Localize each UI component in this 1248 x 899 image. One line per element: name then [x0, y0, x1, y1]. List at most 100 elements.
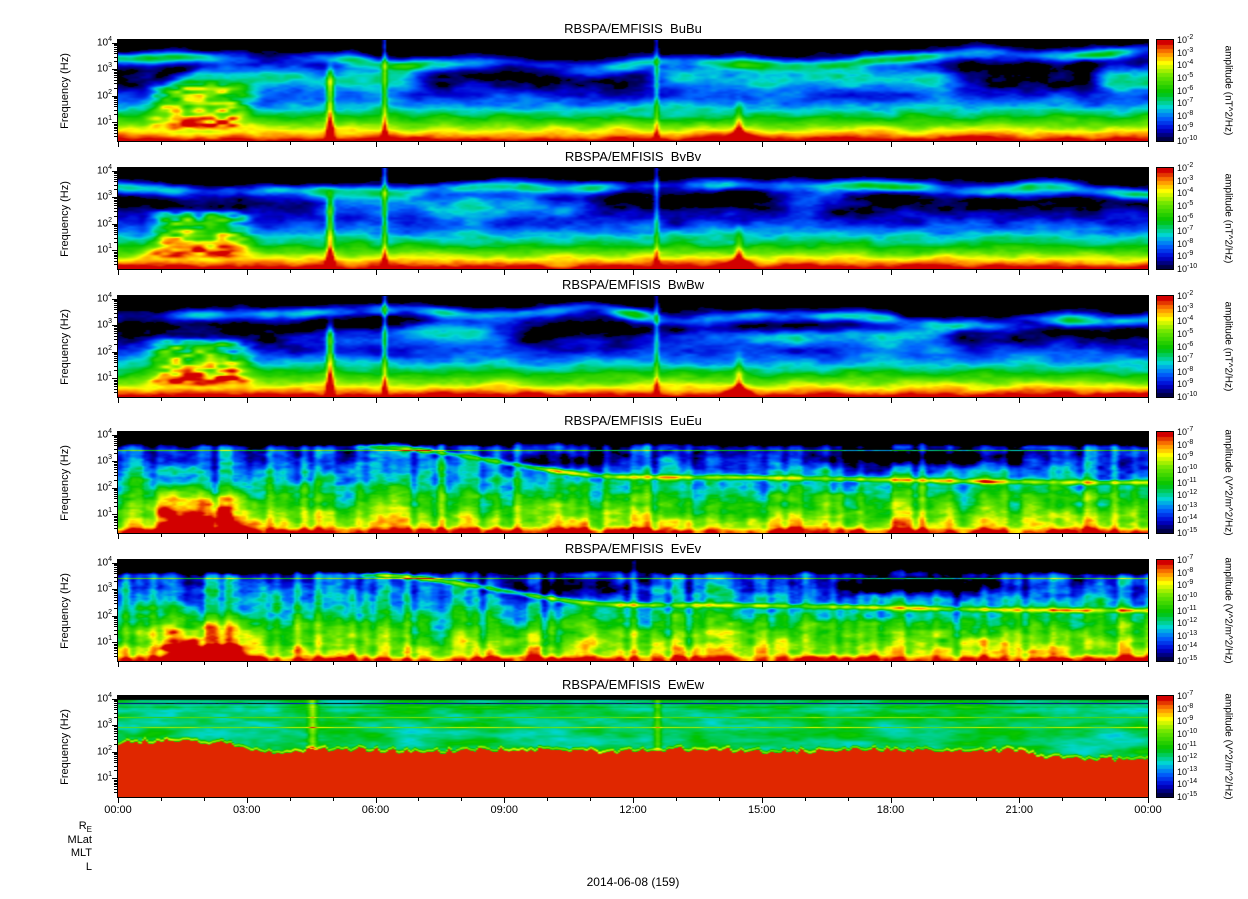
y-minor-tick	[114, 517, 117, 518]
y-minor-tick	[114, 736, 117, 737]
y-minor-tick	[114, 462, 117, 463]
x-major-tick	[376, 398, 377, 403]
y-tick-label: 101	[96, 371, 112, 384]
colorbar-label: amplitude (nT^2/Hz)	[1222, 45, 1234, 135]
colorbar-tick-label: 10-10	[1177, 135, 1198, 146]
x-minor-tick	[418, 798, 419, 801]
y-minor-tick	[114, 53, 117, 54]
colorbar-tick-label: 10-12	[1177, 617, 1198, 628]
y-minor-tick	[114, 709, 117, 710]
orbit-parameter-label: RE	[78, 820, 92, 835]
y-minor-tick	[114, 128, 117, 129]
y-minor-tick	[114, 381, 117, 382]
y-minor-tick	[114, 104, 117, 105]
y-minor-tick	[114, 443, 117, 444]
x-minor-tick	[204, 662, 205, 665]
y-minor-tick	[114, 490, 117, 491]
orbit-parameter-label: L	[85, 860, 92, 873]
y-major-tick	[112, 325, 117, 326]
x-minor-tick	[976, 270, 977, 273]
y-minor-tick	[114, 328, 117, 329]
y-minor-tick	[114, 644, 117, 645]
y-minor-tick	[114, 203, 117, 204]
x-minor-tick	[719, 398, 720, 401]
y-minor-tick	[114, 707, 117, 708]
colorbar-tick-label: 10-3	[1177, 303, 1194, 314]
x-major-tick	[1019, 798, 1020, 803]
x-minor-tick	[1062, 142, 1063, 145]
x-minor-tick	[418, 534, 419, 537]
y-minor-tick	[114, 502, 117, 503]
y-minor-tick	[114, 728, 117, 729]
x-minor-tick	[547, 534, 548, 537]
y-minor-tick	[114, 784, 117, 785]
y-minor-tick	[114, 717, 117, 718]
y-major-tick	[112, 43, 117, 44]
x-major-tick	[247, 398, 248, 403]
y-minor-tick	[114, 520, 117, 521]
y-major-tick	[112, 299, 117, 300]
y-minor-tick	[114, 211, 117, 212]
x-minor-tick	[805, 142, 806, 145]
y-minor-tick	[114, 753, 117, 754]
colorbar-label: amplitude (V^2/m^2/Hz)	[1222, 556, 1234, 664]
colorbar-canvas	[1157, 696, 1173, 797]
x-minor-tick	[1105, 798, 1106, 801]
x-minor-tick	[1105, 142, 1106, 145]
panel-title: RBSPA/EMFISIS BvBv	[564, 149, 702, 164]
y-minor-tick	[114, 255, 117, 256]
colorbar-tick-label: 10-4	[1177, 187, 1194, 198]
x-major-tick	[762, 270, 763, 275]
y-minor-tick	[114, 449, 117, 450]
x-minor-tick	[290, 398, 291, 401]
x-major-tick	[118, 270, 119, 275]
x-minor-tick	[333, 798, 334, 801]
x-minor-tick	[976, 662, 977, 665]
y-major-tick	[112, 514, 117, 515]
colorbar-tick-label: 10-8	[1177, 238, 1194, 249]
y-minor-tick	[114, 577, 117, 578]
y-minor-tick	[114, 339, 117, 340]
y-major-tick	[112, 461, 117, 462]
x-major-tick	[762, 662, 763, 667]
y-minor-tick	[114, 731, 117, 732]
x-major-tick	[376, 662, 377, 667]
orbit-parameter-label: MLT	[70, 847, 92, 859]
y-minor-tick	[114, 317, 117, 318]
spectrogram-plot	[117, 167, 1149, 270]
colorbar-tick-label: 10-10	[1177, 728, 1198, 739]
y-minor-tick	[114, 792, 117, 793]
x-minor-tick	[204, 270, 205, 273]
x-minor-tick	[204, 798, 205, 801]
y-minor-tick	[114, 189, 117, 190]
x-major-tick	[1019, 270, 1020, 275]
y-minor-tick	[114, 789, 117, 790]
colorbar-label: amplitude (V^2/m^2/Hz)	[1222, 692, 1234, 800]
y-minor-tick	[114, 620, 117, 621]
y-axis-label: Frequency (Hz)	[59, 444, 71, 521]
x-minor-tick	[333, 398, 334, 401]
y-minor-tick	[114, 98, 117, 99]
y-minor-tick	[114, 333, 117, 334]
x-major-tick	[891, 662, 892, 667]
x-major-tick	[1148, 398, 1149, 403]
x-minor-tick	[848, 534, 849, 537]
y-minor-tick	[114, 234, 117, 235]
x-major-tick	[1148, 270, 1149, 275]
colorbar-canvas	[1157, 40, 1173, 141]
y-minor-tick	[114, 705, 117, 706]
y-major-tick	[112, 616, 117, 617]
x-major-tick	[247, 798, 248, 803]
panel-title: RBSPA/EMFISIS BuBu	[564, 21, 702, 36]
colorbar-canvas	[1157, 432, 1173, 533]
x-minor-tick	[461, 142, 462, 145]
spectrogram-canvas	[118, 168, 1148, 269]
y-tick-label: 102	[96, 345, 112, 358]
y-minor-tick	[114, 630, 117, 631]
y-minor-tick	[114, 733, 117, 734]
x-minor-tick	[676, 534, 677, 537]
x-minor-tick	[547, 270, 548, 273]
y-major-tick	[112, 378, 117, 379]
y-tick-label: 104	[96, 164, 112, 177]
colorbar-canvas	[1157, 560, 1173, 661]
